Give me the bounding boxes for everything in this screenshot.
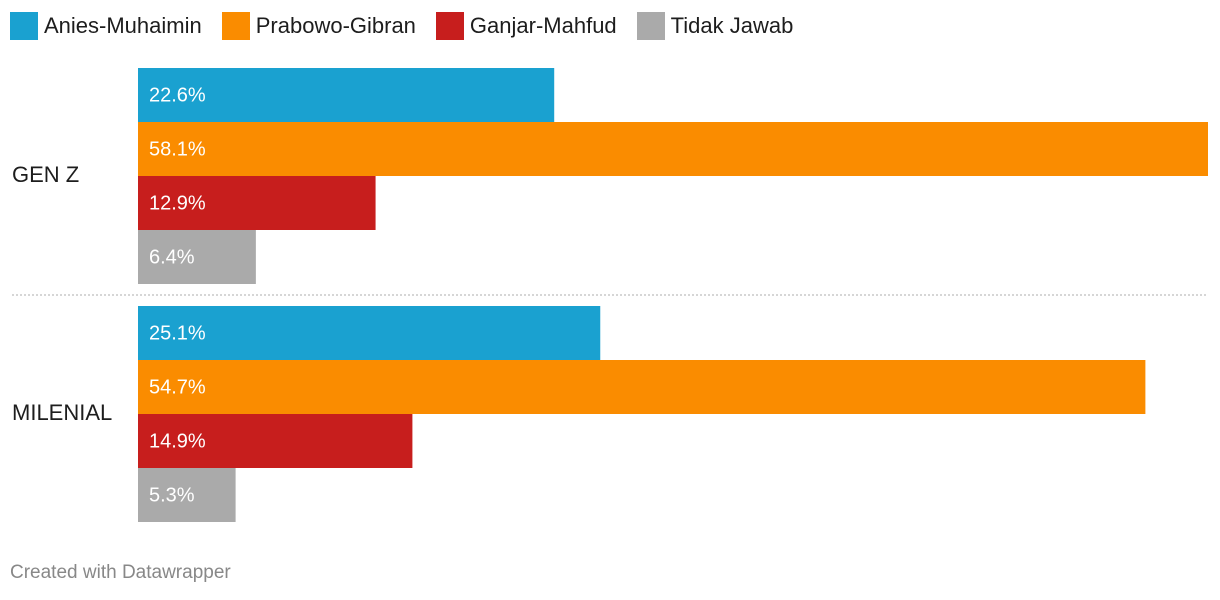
legend-swatch: [435, 12, 464, 40]
legend-label: Prabowo-Gibran: [255, 13, 416, 38]
legend-swatch: [10, 12, 38, 40]
credit-footer: Created with Datawrapper: [10, 562, 231, 583]
bar-value-label: 25.1%: [149, 322, 206, 344]
bar-value-label: 5.3%: [149, 484, 195, 506]
bar: [138, 122, 1208, 176]
bar: [138, 230, 256, 284]
bar: [138, 176, 376, 230]
legend-item: Prabowo-Gibran: [221, 12, 416, 40]
category-label: MILENIAL: [12, 400, 112, 425]
legend-label: Ganjar-Mahfud: [469, 13, 617, 38]
bar: [138, 468, 236, 522]
bar-value-label: 12.9%: [149, 192, 206, 214]
bar-value-label: 58.1%: [149, 138, 206, 160]
legend-item: Ganjar-Mahfud: [435, 12, 617, 40]
legend-label: Tidak Jawab: [670, 13, 794, 38]
bar-value-label: 22.6%: [149, 84, 206, 106]
category-label: GEN Z: [12, 162, 79, 187]
bar-value-label: 54.7%: [149, 376, 206, 398]
bar-value-label: 6.4%: [149, 246, 195, 268]
legend-label: Anies-Muhaimin: [44, 13, 202, 38]
bar: [138, 414, 413, 468]
bar: [138, 360, 1146, 414]
bar: [138, 306, 601, 360]
bar: [138, 68, 555, 122]
legend-swatch: [221, 12, 250, 40]
legend-item: Tidak Jawab: [636, 12, 794, 40]
legend-item: Anies-Muhaimin: [10, 12, 202, 40]
chart-legend: Anies-Muhaimin Prabowo-Gibran Ganjar-Mahfu…: [10, 12, 813, 40]
legend-swatch: [636, 12, 665, 40]
bar-value-label: 14.9%: [149, 430, 206, 452]
